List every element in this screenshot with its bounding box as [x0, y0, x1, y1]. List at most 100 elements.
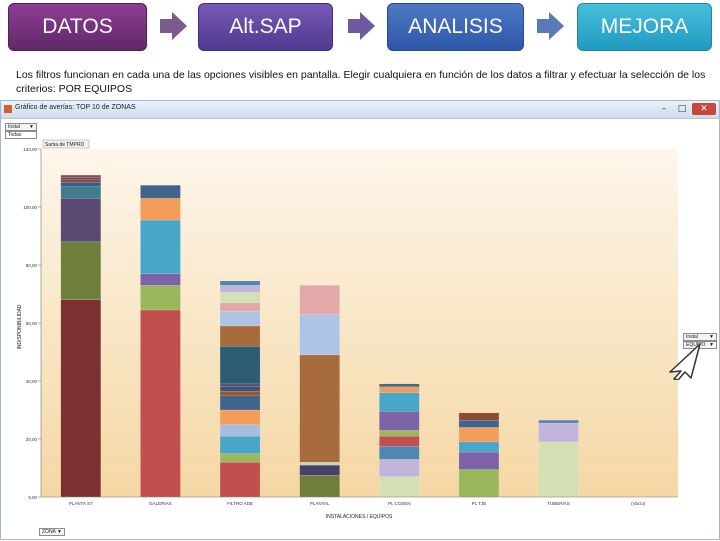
close-button[interactable]: ✕: [692, 103, 716, 115]
equipo-axis-field-label: EQUIPO: [686, 342, 706, 348]
bar-segment[interactable]: [458, 419, 500, 428]
y-tick-label: 40,00: [26, 379, 38, 384]
x-tick-label: PLANTAL: [310, 501, 330, 506]
step-mejora[interactable]: MEJORA: [577, 3, 712, 51]
bar-segment[interactable]: [219, 302, 261, 312]
bar-segment[interactable]: [299, 354, 340, 463]
instruction-text: Los filtros funcionan en cada una de las…: [16, 69, 706, 95]
y-tick-label: 60,00: [26, 321, 38, 326]
bar-segment[interactable]: [379, 430, 420, 437]
y-tick-label: 20,00: [26, 437, 38, 442]
bar-segment[interactable]: [299, 285, 340, 315]
step-alt-sap-label: Alt.SAP: [229, 15, 302, 38]
chart-window: Gráfico de averías: TOP 10 de ZONAS – □ …: [0, 100, 720, 540]
zona-filter-label: ZONA: [42, 529, 56, 535]
bar-segment[interactable]: [140, 198, 181, 221]
bar-segment[interactable]: [60, 174, 102, 178]
bar-segment[interactable]: [219, 424, 261, 437]
dropdown-arrow-icon: ▼: [29, 124, 34, 130]
x-tick-label: PL TJB: [472, 501, 487, 506]
instal-axis-field-button[interactable]: Instal ▼: [683, 333, 717, 341]
x-tick-label: (Vacío): [631, 501, 646, 506]
bar-segment[interactable]: [299, 475, 340, 498]
app-icon: [4, 105, 12, 113]
step-datos-label: DATOS: [42, 15, 113, 38]
bar-segment[interactable]: [219, 390, 261, 396]
dropdown-arrow-icon: ▼: [57, 529, 62, 535]
step-analisis-label: ANALISIS: [408, 15, 503, 38]
bar-segment[interactable]: [219, 453, 261, 463]
x-tick-label: GALERIAS: [149, 501, 172, 506]
bar-segment[interactable]: [60, 182, 102, 187]
maximize-button[interactable]: □: [677, 104, 687, 114]
bar-segment[interactable]: [219, 292, 261, 303]
x-tick-label: TUBERIAS: [547, 501, 570, 506]
bar-segment[interactable]: [60, 179, 102, 183]
step-datos[interactable]: DATOS: [8, 3, 147, 51]
step-mejora-label: MEJORA: [600, 15, 689, 38]
bar-segment[interactable]: [219, 383, 261, 387]
x-axis-label: INSTALACIONES / EQUIPOS: [326, 514, 393, 520]
y-tick-label: 0,00: [28, 495, 37, 500]
y-axis-label: INDISPONIBILIDAD: [17, 304, 23, 349]
bar-segment[interactable]: [219, 285, 261, 293]
bar-segment[interactable]: [299, 314, 340, 356]
bar-segment[interactable]: [140, 285, 181, 311]
y-tick-label: 80,00: [26, 263, 38, 268]
bar-segment[interactable]: [219, 386, 261, 392]
bar-segment[interactable]: [60, 241, 102, 301]
bar-segment[interactable]: [458, 427, 500, 443]
bar-segment[interactable]: [458, 469, 500, 498]
x-tick-label: FILTRO ADE: [227, 501, 253, 506]
window-title: Gráfico de averías: TOP 10 de ZONAS: [15, 104, 136, 111]
bar-segment[interactable]: [140, 185, 181, 199]
bar-segment[interactable]: [458, 451, 500, 470]
bar-segment[interactable]: [219, 435, 261, 454]
bar-segment[interactable]: [538, 422, 579, 443]
bar-segment[interactable]: [538, 419, 579, 424]
bar-segment[interactable]: [379, 392, 420, 412]
bar-segment[interactable]: [299, 464, 340, 476]
bar-segment[interactable]: [379, 386, 420, 393]
instal-filter-dropdown[interactable]: Instal ▼: [5, 123, 37, 131]
bar-segment[interactable]: [379, 476, 420, 498]
bar-segment[interactable]: [219, 280, 261, 286]
bar-segment[interactable]: [60, 186, 102, 199]
bar-segment[interactable]: [299, 462, 340, 466]
bar-segment[interactable]: [458, 441, 500, 453]
bar-segment[interactable]: [379, 446, 420, 460]
bar-segment[interactable]: [219, 345, 261, 385]
bar-segment[interactable]: [379, 459, 420, 477]
step-alt-sap[interactable]: Alt.SAP: [198, 3, 333, 51]
x-tick-label: PL COSEN: [388, 501, 411, 506]
bar-segment[interactable]: [140, 273, 181, 286]
stacked-bar-chart: Suma de TMPRD INDISPONIBILIDAD INSTALACI…: [17, 139, 678, 520]
window-titlebar: Gráfico de averías: TOP 10 de ZONAS – □ …: [1, 101, 719, 119]
minimize-button[interactable]: –: [661, 104, 667, 114]
y-tick-label: 100,00: [23, 205, 37, 210]
plot-field-label: Suma de TMPRD: [45, 142, 84, 148]
bar-segment[interactable]: [60, 299, 102, 498]
bar-segment[interactable]: [219, 409, 261, 425]
step-analisis[interactable]: ANALISIS: [387, 3, 524, 51]
bar-segment[interactable]: [458, 412, 500, 421]
bar-segment[interactable]: [219, 462, 261, 498]
bar-segment[interactable]: [140, 309, 181, 498]
bar-segment[interactable]: [538, 441, 579, 498]
instal-filter-value[interactable]: Todas: [5, 131, 37, 139]
zona-filter-button[interactable]: ZONA ▼: [39, 528, 65, 536]
bar-segment[interactable]: [379, 435, 420, 447]
plot-field-box: [42, 139, 90, 149]
bar-segment[interactable]: [379, 383, 420, 387]
bar-segment[interactable]: [219, 395, 261, 411]
bar-segment[interactable]: [379, 411, 420, 431]
mouse-pointer-icon: [669, 343, 701, 380]
bar-segment[interactable]: [60, 176, 102, 180]
bar-segment[interactable]: [60, 198, 102, 243]
bar-segment[interactable]: [140, 219, 181, 274]
plot-area: [41, 149, 678, 497]
bar-segment[interactable]: [219, 311, 261, 327]
instal-axis-field-label: Instal: [686, 334, 698, 340]
x-tick-label: PLANTA ST: [69, 501, 93, 506]
bar-segment[interactable]: [219, 325, 261, 347]
